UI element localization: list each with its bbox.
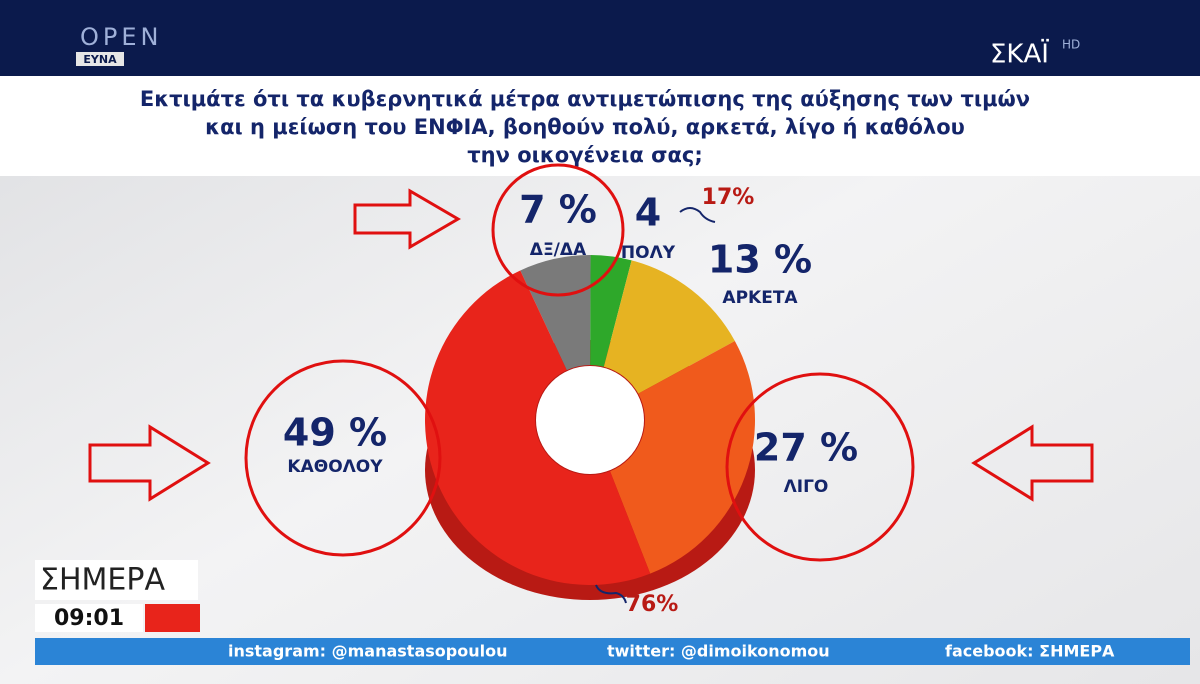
arrow xyxy=(971,424,1094,502)
question: Εκτιμάτε ότι τα κυβερνητικά μέτρα αντιμε… xyxy=(140,87,1030,111)
slice xyxy=(425,270,651,585)
clock: 09:01 xyxy=(54,606,124,631)
value-label: 27 % xyxy=(754,426,858,470)
annotation: 76% xyxy=(626,592,679,617)
category-label: ΔΞ/ΔΑ xyxy=(530,240,587,260)
clock-accent xyxy=(145,604,200,632)
arrow xyxy=(88,424,211,502)
logo-badge: HD xyxy=(1062,38,1080,52)
category-label: ΚΑΘΟΛΟΥ xyxy=(287,457,383,477)
category-label: ΑΡΚΕΤΑ xyxy=(722,288,798,308)
logo: OPEN xyxy=(80,23,162,51)
slice xyxy=(590,255,632,367)
clock-box xyxy=(35,604,143,632)
highlight-circle xyxy=(725,372,915,562)
donut-hole xyxy=(536,366,644,474)
category-label: ΠΟΛΥ xyxy=(621,243,676,263)
ticker-bar xyxy=(35,638,1190,665)
annotation: 17% xyxy=(702,185,755,210)
show-logo-box xyxy=(35,560,198,600)
value-label: 7 % xyxy=(519,188,597,232)
slice xyxy=(603,260,735,394)
bracket xyxy=(679,207,716,223)
highlight-circle xyxy=(244,359,442,557)
bracket xyxy=(595,584,627,604)
slice xyxy=(610,341,755,574)
question: και η μείωση του ΕΝΦΙΑ, βοηθούν πολύ, αρ… xyxy=(205,115,965,139)
show-logo: ΣΗΜΕΡΑ xyxy=(40,563,165,598)
ticker-item: twitter: @dimoikonomou xyxy=(607,642,830,661)
logo: ΣΚΑΪ xyxy=(990,38,1049,70)
question: την οικογένεια σας; xyxy=(467,143,702,167)
category-label: ΛΙΓΟ xyxy=(784,477,829,497)
question-area xyxy=(0,76,1200,176)
slice xyxy=(520,255,591,371)
top-bar xyxy=(0,0,1200,76)
value-label: 4 xyxy=(635,191,661,235)
arrow xyxy=(353,188,461,250)
ticker-item: instagram: @manastasopoulou xyxy=(228,642,507,661)
value-label: 13 % xyxy=(708,238,812,282)
ticker-item: facebook: ΣΗΜΕΡΑ xyxy=(945,642,1115,661)
highlight-circle xyxy=(491,163,625,297)
logo: ΕΥΝΑ xyxy=(83,53,117,66)
logo-badge xyxy=(76,52,124,66)
value-label: 49 % xyxy=(283,411,387,455)
